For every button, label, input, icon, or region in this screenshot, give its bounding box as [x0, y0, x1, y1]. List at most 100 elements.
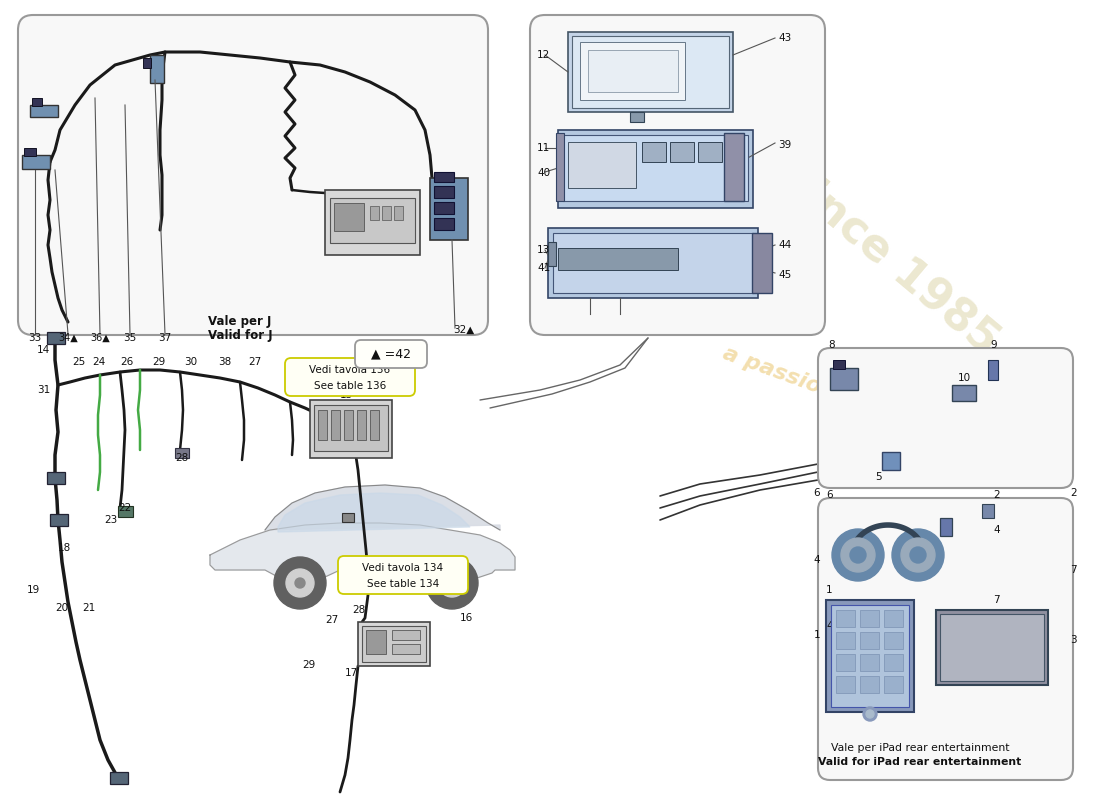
Bar — [370, 410, 379, 440]
Text: since 1985: since 1985 — [773, 157, 1006, 363]
Text: 8: 8 — [828, 340, 835, 350]
Bar — [382, 206, 390, 220]
Bar — [30, 105, 58, 117]
Circle shape — [866, 710, 874, 718]
Bar — [358, 410, 366, 440]
Bar — [334, 203, 364, 231]
Bar — [836, 654, 855, 671]
Text: 34▲: 34▲ — [58, 333, 78, 343]
Text: 19: 19 — [26, 585, 40, 595]
Circle shape — [295, 578, 305, 588]
Bar — [940, 518, 952, 536]
Text: 3: 3 — [1070, 635, 1077, 645]
Text: 29: 29 — [152, 357, 165, 367]
Bar — [836, 632, 855, 649]
Bar — [118, 506, 133, 517]
Bar — [47, 332, 65, 344]
Bar — [833, 360, 845, 369]
Bar — [860, 610, 879, 627]
Bar — [342, 513, 354, 522]
Text: 6: 6 — [813, 488, 820, 498]
Bar — [580, 42, 685, 100]
Bar — [563, 135, 748, 201]
Text: 25: 25 — [72, 357, 86, 367]
Bar — [394, 206, 403, 220]
Text: 7: 7 — [993, 595, 1000, 605]
Text: ▲ =42: ▲ =42 — [371, 347, 411, 361]
Text: See table 134: See table 134 — [367, 579, 439, 589]
Text: 32▲: 32▲ — [453, 325, 474, 335]
Bar — [724, 133, 744, 201]
Bar — [826, 600, 914, 712]
Text: 4: 4 — [826, 621, 833, 631]
Bar — [884, 632, 903, 649]
Text: 30: 30 — [184, 357, 197, 367]
Polygon shape — [210, 523, 515, 583]
Bar — [110, 772, 128, 784]
Bar — [952, 385, 976, 401]
Circle shape — [842, 538, 874, 572]
Polygon shape — [265, 485, 500, 530]
Bar — [558, 248, 678, 270]
Circle shape — [901, 538, 935, 572]
Text: 28: 28 — [352, 605, 365, 615]
FancyBboxPatch shape — [18, 15, 488, 335]
FancyBboxPatch shape — [530, 15, 825, 335]
Text: 14: 14 — [36, 345, 50, 355]
Text: Valid for J: Valid for J — [208, 330, 273, 342]
Text: 24: 24 — [92, 357, 106, 367]
Text: 1: 1 — [813, 630, 820, 640]
Bar — [556, 133, 564, 201]
Bar — [884, 676, 903, 693]
Circle shape — [438, 569, 466, 597]
Text: 27: 27 — [324, 615, 338, 625]
Circle shape — [864, 707, 877, 721]
Bar — [143, 58, 151, 68]
FancyBboxPatch shape — [355, 340, 427, 368]
Text: 35: 35 — [123, 333, 136, 343]
Bar — [32, 98, 42, 106]
Bar — [330, 198, 415, 243]
Bar — [752, 233, 772, 293]
Circle shape — [274, 557, 326, 609]
Circle shape — [286, 569, 313, 597]
Text: 38: 38 — [218, 357, 231, 367]
Text: Vale per J: Vale per J — [208, 315, 272, 329]
Bar — [434, 218, 454, 230]
Bar — [588, 50, 678, 92]
Bar — [548, 242, 556, 266]
Circle shape — [426, 557, 478, 609]
Text: Valid for iPad rear entertainment: Valid for iPad rear entertainment — [818, 757, 1022, 767]
Text: 2: 2 — [1070, 488, 1077, 498]
Text: 3: 3 — [993, 623, 1000, 633]
Text: 22: 22 — [118, 503, 131, 513]
Bar — [434, 172, 454, 182]
Bar — [553, 233, 754, 293]
Bar — [324, 190, 420, 255]
Bar — [24, 148, 36, 156]
Bar — [434, 202, 454, 214]
Bar — [982, 504, 994, 518]
Circle shape — [910, 547, 926, 563]
Text: Vedi tavola 136: Vedi tavola 136 — [309, 365, 390, 375]
Text: 15: 15 — [340, 390, 353, 400]
Polygon shape — [278, 493, 470, 532]
Bar — [362, 626, 426, 662]
Bar — [670, 142, 694, 162]
Text: 21: 21 — [82, 603, 96, 613]
Text: 27: 27 — [248, 357, 262, 367]
Text: 11: 11 — [537, 143, 550, 153]
Bar — [630, 112, 644, 122]
Bar — [698, 142, 722, 162]
Text: 1: 1 — [826, 585, 833, 595]
Text: 33: 33 — [29, 333, 42, 343]
Circle shape — [447, 578, 456, 588]
Bar — [318, 410, 327, 440]
Circle shape — [892, 529, 944, 581]
Text: 29: 29 — [302, 660, 316, 670]
Text: 36▲: 36▲ — [90, 333, 110, 343]
Bar — [50, 514, 68, 526]
Bar — [392, 644, 420, 654]
Bar — [830, 368, 858, 390]
Text: 7: 7 — [1070, 565, 1077, 575]
